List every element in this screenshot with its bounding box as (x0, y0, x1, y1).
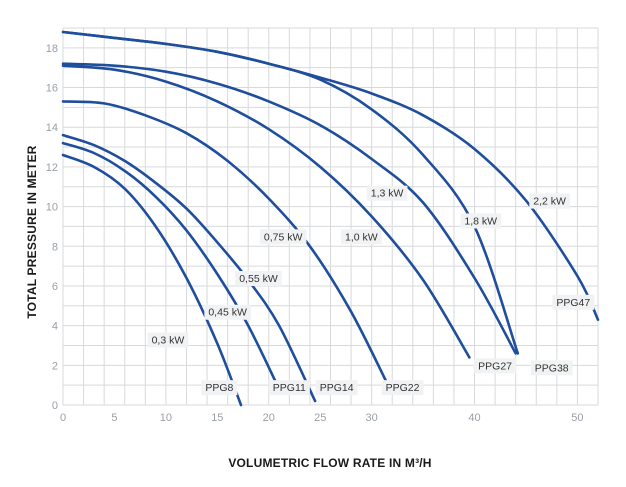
model-label-text: PPG11 (273, 382, 306, 394)
power-label-background (147, 332, 189, 348)
y-tick-label: 10 (46, 202, 58, 214)
power-label-background (259, 229, 307, 245)
model-label: PPG22 (381, 380, 424, 396)
y-tick-label: 4 (52, 321, 58, 333)
curve-ppg11-045kw (61, 141, 281, 391)
power-label-text: 0,3 kW (152, 335, 185, 347)
y-tick-label: 12 (46, 162, 58, 174)
y-tick-label: 8 (52, 241, 58, 253)
y-tick-label: 2 (52, 360, 58, 372)
power-label: 1,8 kW (460, 213, 502, 229)
power-labels: 0,3 kW 0,45 kW 0,55 kW 0,75 kW 1,0 kW 1,3 kW 1… (147, 185, 570, 348)
x-tick-label: 50 (571, 412, 583, 424)
x-tick-label: 30 (366, 412, 378, 424)
power-label: 2,2 kW (529, 193, 570, 209)
power-label-text: 2,2 kW (533, 196, 566, 208)
curve-ppg38-18kw (61, 30, 520, 355)
model-label-background (201, 380, 238, 396)
model-label-text: PPG22 (386, 382, 420, 394)
x-axis-ticks: 0 5 10 15 20 25 30 40 50 (60, 412, 584, 424)
power-label-background (529, 193, 570, 209)
model-labels: PPG8 PPG11 PPG14 PPG22 PPG27 PPG38 PPG47 (201, 294, 595, 396)
power-label: 0,3 kW (147, 332, 189, 348)
model-label: PPG8 (201, 380, 238, 396)
x-axis-title: VOLUMETRIC FLOW RATE IN M³/H (228, 456, 431, 470)
curve-ppg27-10kw (61, 64, 471, 359)
curve-ppg22-075kw (61, 100, 389, 385)
power-label-background (366, 185, 408, 201)
x-tick-label: 5 (111, 412, 117, 424)
y-axis-title: TOTAL PRESSURE IN METER (25, 145, 39, 318)
x-tick-label: 20 (263, 412, 275, 424)
model-label-text: PPG47 (556, 297, 590, 309)
model-label-text: PPG8 (205, 382, 233, 394)
power-label-text: 1,8 kW (464, 215, 497, 227)
power-label-text: 0,55 kW (239, 273, 278, 285)
x-tick-label: 15 (211, 412, 223, 424)
power-label-background (235, 271, 282, 287)
x-tick-label: 10 (160, 412, 172, 424)
model-label: PPG14 (315, 380, 358, 396)
power-label-background (204, 304, 251, 320)
power-label-text: 1,3 kW (371, 188, 404, 200)
power-label: 0,45 kW (204, 304, 251, 320)
power-label-text: 1,0 kW (345, 231, 378, 243)
power-label: 1,0 kW (341, 229, 382, 245)
x-tick-label: 40 (468, 412, 480, 424)
power-label: 1,3 kW (366, 185, 408, 201)
power-label-text: 0,45 kW (208, 307, 247, 319)
curve-ppg38-13kw (61, 62, 517, 355)
power-label-text: 0,75 kW (264, 231, 303, 243)
y-axis-ticks: 0 2 4 6 8 10 12 14 16 18 (46, 43, 58, 412)
x-tick-label: 0 (60, 412, 66, 424)
model-label-text: PPG27 (478, 360, 512, 372)
power-label-background (341, 229, 382, 245)
x-tick-label: 25 (314, 412, 326, 424)
model-label-text: PPG14 (320, 382, 354, 394)
curve-ppg8-03kw (61, 153, 243, 407)
grid (62, 27, 599, 406)
model-label-background (474, 358, 517, 374)
model-label-background (552, 294, 595, 310)
model-label-background (268, 380, 310, 396)
model-label-text: PPG38 (535, 362, 569, 374)
curve-ppg47-22kw (61, 30, 600, 321)
power-label: 0,55 kW (235, 271, 282, 287)
y-tick-label: 6 (52, 281, 58, 293)
power-label: 0,75 kW (259, 229, 307, 245)
y-tick-label: 16 (46, 83, 58, 95)
power-label-background (460, 213, 502, 229)
model-label: PPG38 (530, 360, 573, 376)
y-tick-label: 14 (46, 122, 58, 134)
y-tick-label: 0 (52, 400, 58, 412)
curve-ppg14-055kw (61, 133, 317, 403)
model-label-background (530, 360, 573, 376)
model-label: PPG11 (268, 380, 310, 396)
model-label-background (381, 380, 424, 396)
model-label: PPG47 (552, 294, 595, 310)
y-tick-label: 18 (46, 43, 58, 55)
model-label: PPG27 (474, 358, 517, 374)
model-label-background (315, 380, 358, 396)
